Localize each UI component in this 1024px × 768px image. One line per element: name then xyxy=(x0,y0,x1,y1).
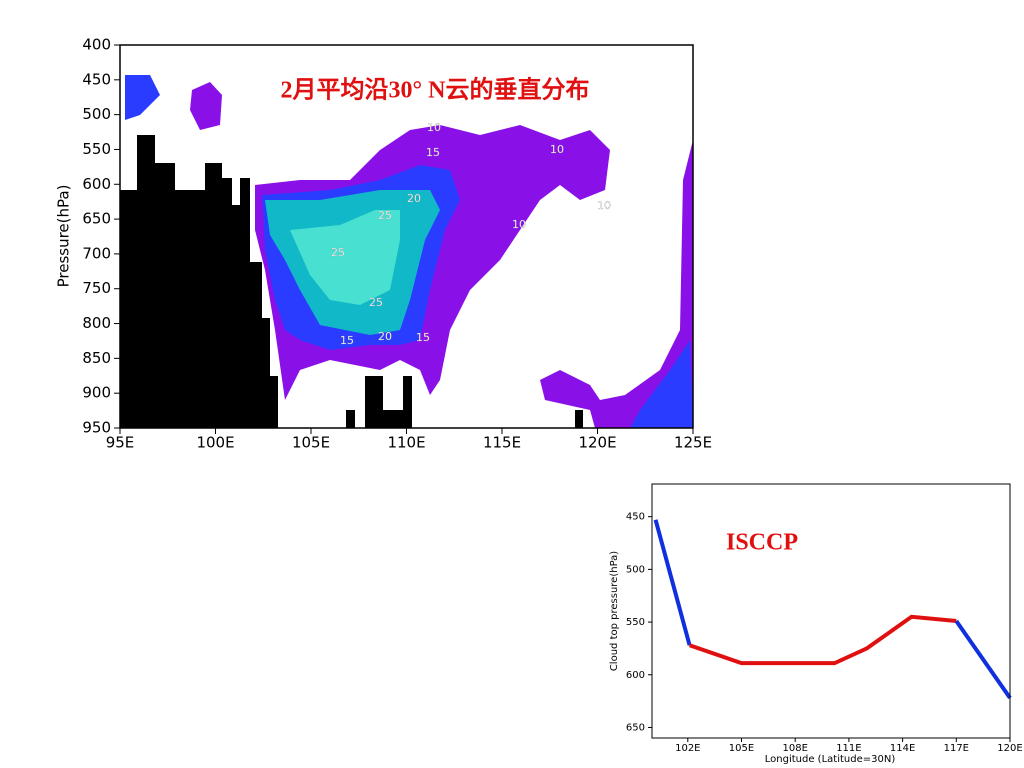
contour-fill xyxy=(190,82,222,130)
y-tick-label: 450 xyxy=(82,70,111,88)
contour-label: 25 xyxy=(369,296,383,309)
contour-label: 20 xyxy=(378,330,392,343)
y-tick-label: 650 xyxy=(82,210,111,228)
x-tick-label: 125E xyxy=(674,434,712,452)
y-tick-label: 900 xyxy=(82,384,111,402)
data-line xyxy=(688,614,957,666)
x-tick-label: 105E xyxy=(729,743,754,754)
y-tick-label: 500 xyxy=(626,564,645,575)
contour-label: 25 xyxy=(331,246,345,259)
y-tick-label: 550 xyxy=(626,617,645,628)
y-tick-label: 600 xyxy=(82,175,111,193)
y-tick-label: 450 xyxy=(626,512,645,523)
terrain-mask xyxy=(120,135,278,428)
x-tick-label: 105E xyxy=(292,434,330,452)
x-tick-label: 111E xyxy=(836,743,861,754)
y-tick-label: 700 xyxy=(82,244,111,262)
contour-label: 10 xyxy=(550,143,564,156)
x-axis-label: Longitude (Latitude=30N) xyxy=(765,754,896,765)
contour-fill xyxy=(290,210,400,305)
data-line xyxy=(653,519,692,646)
contour-label: 10 xyxy=(597,199,611,212)
contour-label: 25 xyxy=(378,209,392,222)
y-tick-label: 550 xyxy=(82,140,111,158)
x-tick-label: 102E xyxy=(675,743,700,754)
contour-fill xyxy=(630,340,693,428)
x-tick-label: 110E xyxy=(387,434,425,452)
chart-title: 2月平均沿30° N云的垂直分布 xyxy=(281,76,590,104)
y-axis-label: Pressure(hPa) xyxy=(55,185,73,288)
contour-label: 20 xyxy=(407,192,421,205)
terrain-mask xyxy=(383,410,403,428)
plot-frame xyxy=(651,483,1011,739)
contour-label: 15 xyxy=(340,334,354,347)
chart-title: ISCCP xyxy=(726,530,798,556)
contour-label: 10 xyxy=(512,218,526,231)
contour-label: 10 xyxy=(427,121,441,134)
x-tick-label: 120E xyxy=(578,434,616,452)
y-tick-label: 600 xyxy=(626,670,645,681)
contour-label: 15 xyxy=(426,146,440,159)
data-line xyxy=(954,619,1012,700)
contour-regions xyxy=(125,75,693,428)
y-tick-label: 800 xyxy=(82,314,111,332)
x-tick-label: 95E xyxy=(106,434,135,452)
terrain-mask xyxy=(365,376,383,428)
x-tick-label: 115E xyxy=(483,434,521,452)
y-tick-label: 650 xyxy=(626,722,645,733)
x-tick-label: 120E xyxy=(997,743,1022,754)
x-tick-label: 100E xyxy=(196,434,234,452)
terrain-mask xyxy=(403,376,412,428)
contour-label: 15 xyxy=(416,331,430,344)
contour-labels: 10 10 10 10 15 15 15 20 20 25 25 25 xyxy=(331,121,611,347)
x-tick-label: 117E xyxy=(944,743,969,754)
y-tick-label: 500 xyxy=(82,105,111,123)
x-tick-label: 114E xyxy=(890,743,915,754)
x-tick-label: 108E xyxy=(782,743,807,754)
y-tick-label: 750 xyxy=(82,279,111,297)
y-tick-label: 950 xyxy=(82,419,111,437)
terrain-mask xyxy=(575,410,583,428)
terrain-mask xyxy=(346,410,355,428)
y-axis-label: Cloud top pressure(hPa) xyxy=(609,551,620,671)
terrain xyxy=(120,135,583,428)
y-tick-label: 400 xyxy=(82,36,111,54)
y-tick-label: 850 xyxy=(82,349,111,367)
contour-fill xyxy=(125,75,160,120)
